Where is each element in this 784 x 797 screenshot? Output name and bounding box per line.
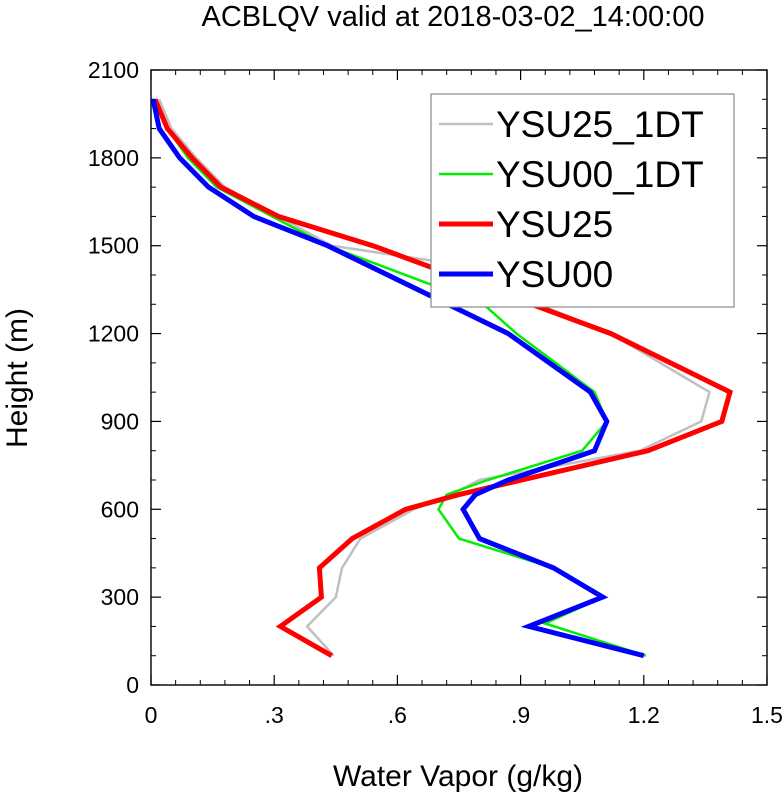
series-line-ysu25 — [152, 98, 733, 658]
x-axis-label: Water Vapor (g/kg) — [333, 760, 583, 793]
chart-title: ACBLQV valid at 2018-03-02_14:00:00 — [201, 1, 704, 33]
legend-label-ysu00-1dt: YSU00_1DT — [496, 154, 704, 195]
x-tick-label: .3 — [265, 702, 284, 728]
plot-area: 0 .3 .6 .9 1.2 1.5 0 300 600 900 1200 1500 1800 2100 — [88, 57, 783, 728]
x-tick-label: 0 — [145, 702, 158, 728]
x-tick-label: 1.2 — [628, 702, 660, 728]
x-tick-label: 1.5 — [751, 702, 783, 728]
legend-label-ysu25-1dt: YSU25_1DT — [496, 104, 704, 145]
legend: YSU25_1DT YSU00_1DT YSU25 YSU00 — [430, 93, 735, 308]
y-tick-label: 2100 — [88, 57, 139, 83]
y-tick-label: 900 — [101, 408, 139, 434]
plot-frame — [150, 69, 768, 686]
y-axis-label: Height (m) — [1, 308, 34, 448]
y-tick-label: 1500 — [88, 233, 139, 259]
y-tick-label: 600 — [101, 496, 139, 522]
series-line-ysu00 — [150, 98, 645, 659]
y-tick-label: 0 — [126, 672, 139, 698]
series-line-ysu25-1dt — [158, 98, 711, 657]
x-tick-label: .6 — [388, 702, 407, 728]
y-tick-label: 300 — [101, 584, 139, 610]
x-tick-label: .9 — [511, 702, 530, 728]
y-tick-label: 1200 — [88, 321, 139, 347]
legend-label-ysu25: YSU25 — [496, 204, 613, 245]
legend-label-ysu00: YSU00 — [496, 254, 613, 295]
y-tick-label: 1800 — [88, 145, 139, 171]
